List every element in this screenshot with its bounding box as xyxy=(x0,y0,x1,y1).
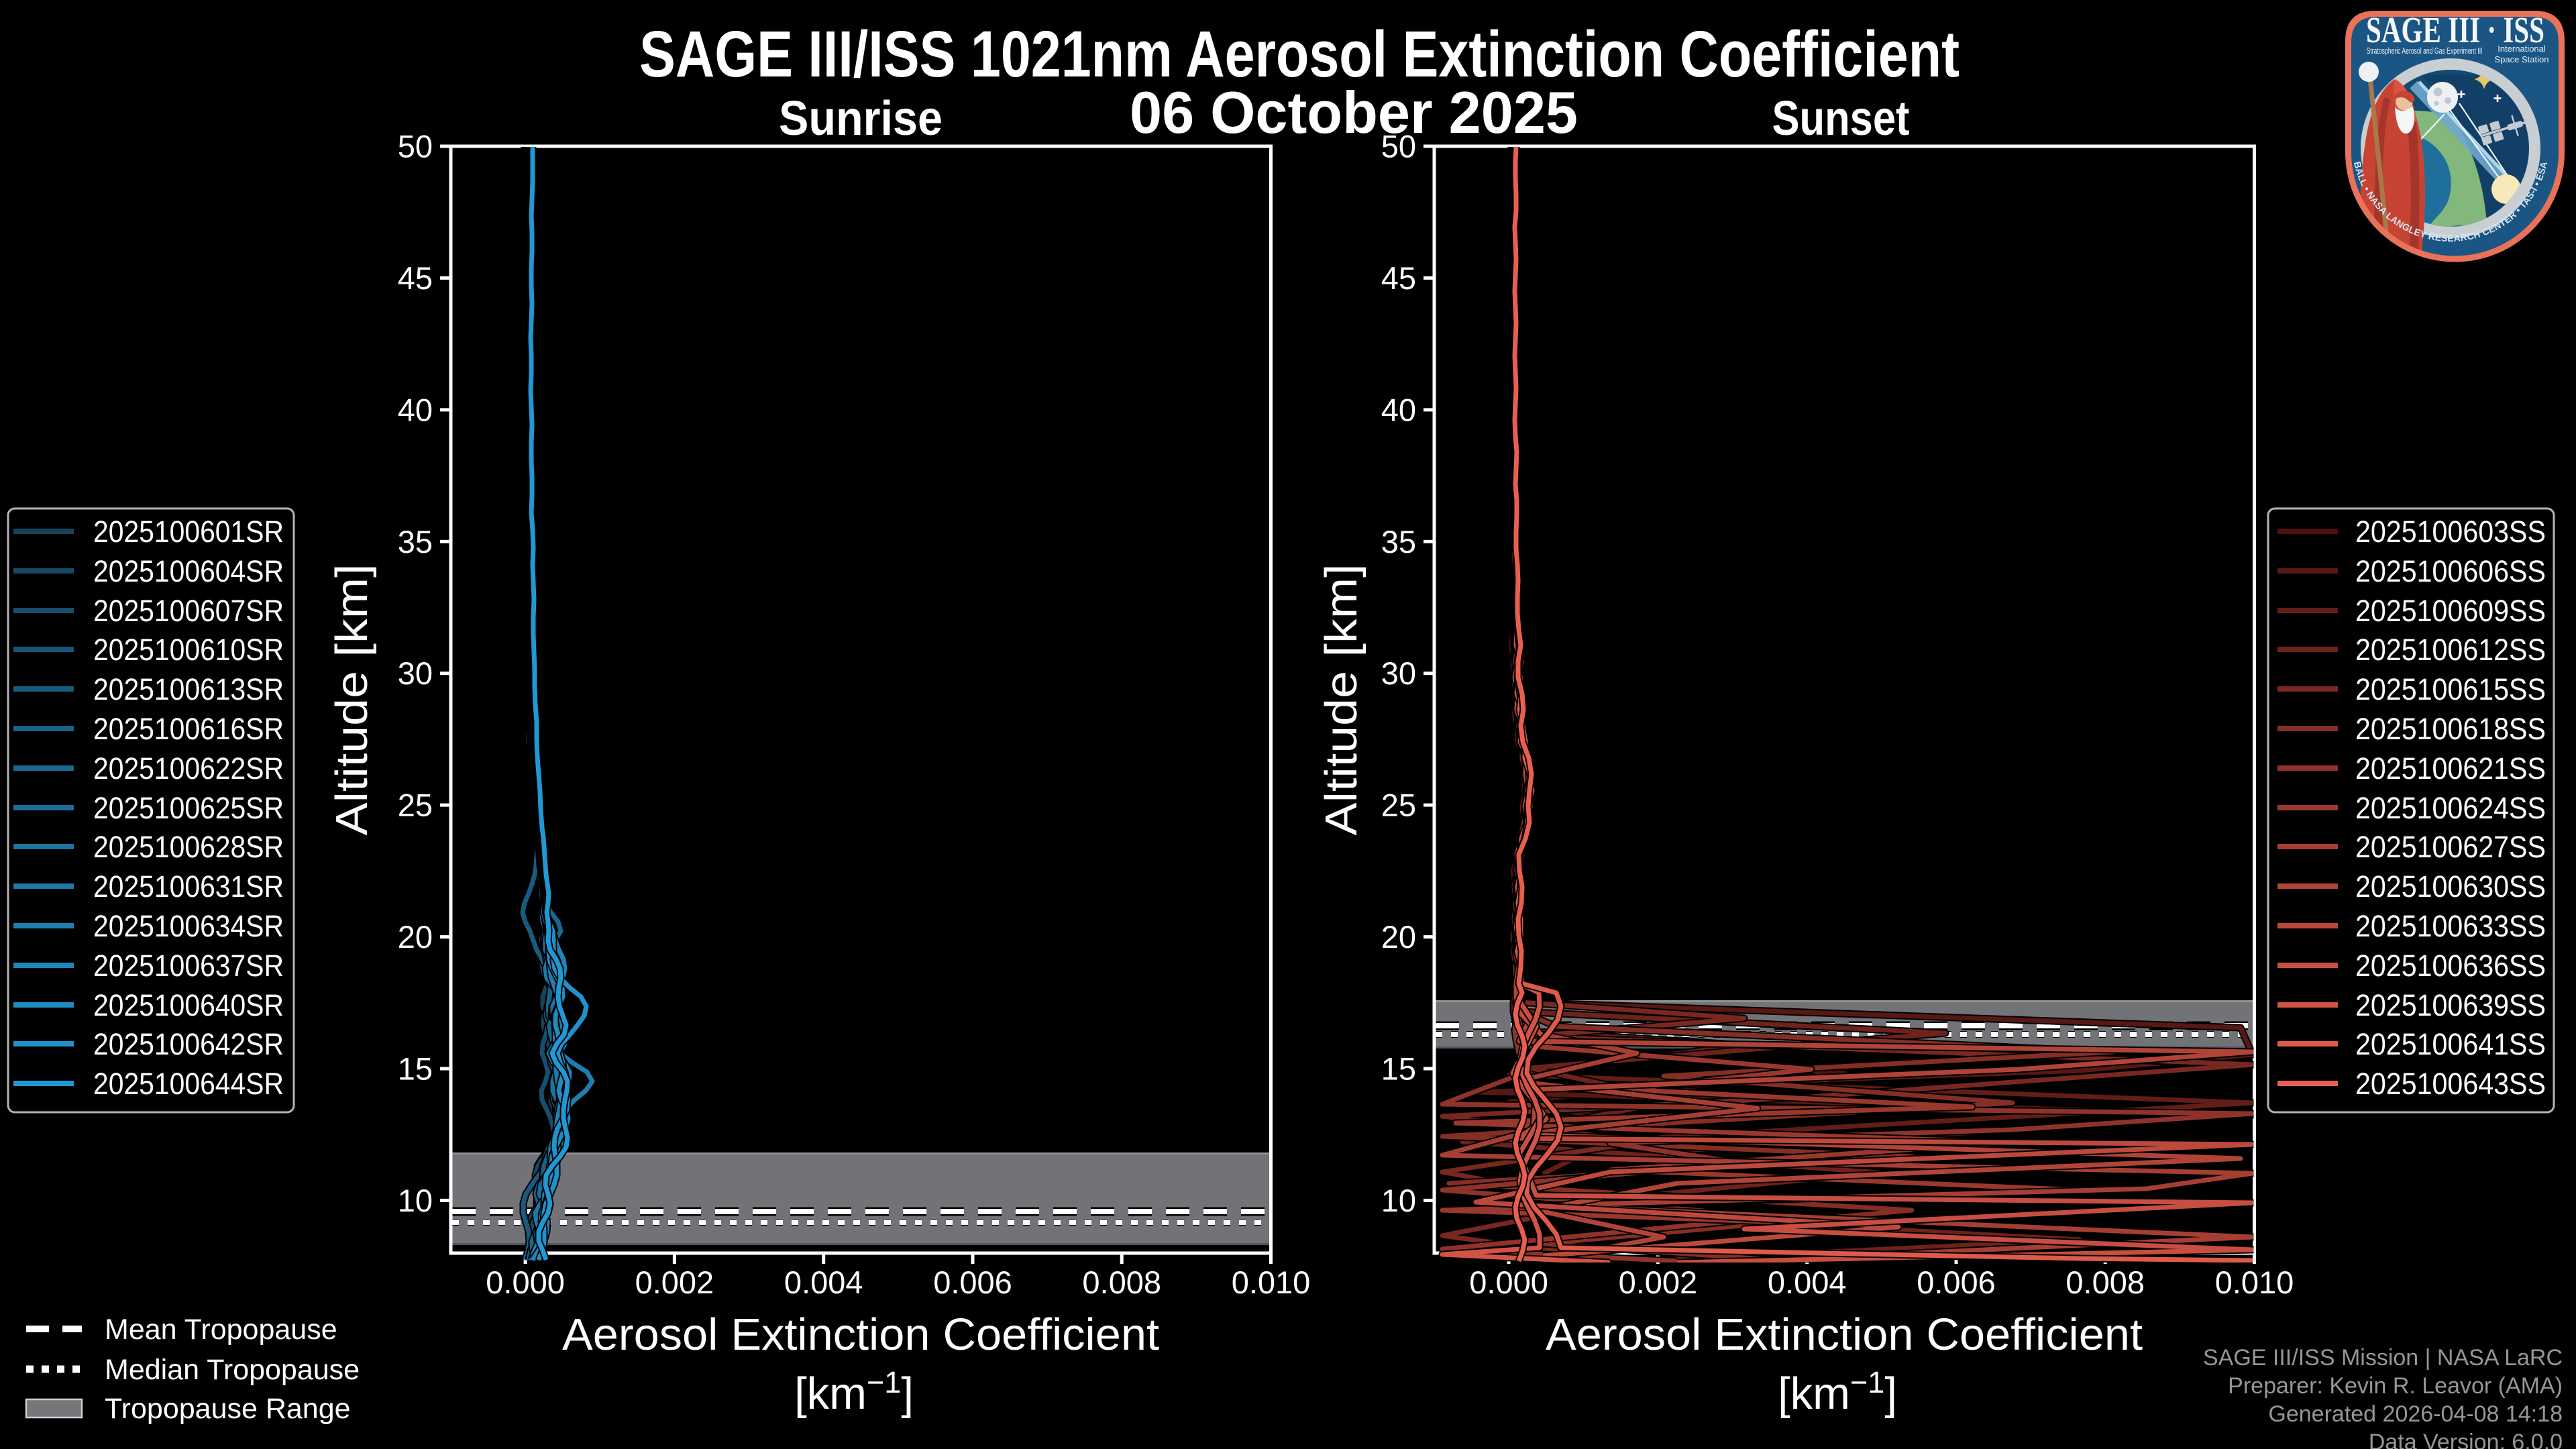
svg-text:2025100643SS: 2025100643SS xyxy=(2355,1067,2546,1101)
svg-text:2025100633SS: 2025100633SS xyxy=(2355,909,2546,943)
svg-text:0.008: 0.008 xyxy=(1082,1265,1161,1300)
svg-text:2025100644SR: 2025100644SR xyxy=(93,1067,284,1101)
svg-text:0.000: 0.000 xyxy=(1469,1265,1548,1300)
svg-text:0.000: 0.000 xyxy=(486,1265,565,1300)
svg-text:35: 35 xyxy=(1381,524,1416,559)
svg-text:2025100631SR: 2025100631SR xyxy=(93,869,284,904)
svg-text:Altitude [km]: Altitude [km] xyxy=(1316,564,1366,836)
svg-text:0.006: 0.006 xyxy=(1917,1265,1996,1300)
svg-text:30: 30 xyxy=(1381,655,1416,691)
svg-text:15: 15 xyxy=(398,1051,433,1087)
svg-text:45: 45 xyxy=(398,260,433,296)
svg-text:Stratospheric Aerosol and Gas: Stratospheric Aerosol and Gas Experiment… xyxy=(2367,46,2483,56)
svg-text:2025100637SR: 2025100637SR xyxy=(93,949,284,983)
svg-text:10: 10 xyxy=(1381,1183,1416,1218)
svg-text:Tropopause Range: Tropopause Range xyxy=(105,1393,351,1425)
svg-text:Preparer: Kevin R. Leavor (AMA: Preparer: Kevin R. Leavor (AMA) xyxy=(2228,1373,2563,1399)
svg-text:0.004: 0.004 xyxy=(1768,1265,1847,1300)
svg-text:SAGE III · ISS: SAGE III · ISS xyxy=(2366,9,2544,50)
svg-text:SAGE III/ISS 1021nm Aerosol Ex: SAGE III/ISS 1021nm Aerosol Extinction C… xyxy=(639,17,1960,91)
svg-text:Data Version: 6.0.0: Data Version: 6.0.0 xyxy=(2369,1430,2563,1449)
svg-text:2025100630SS: 2025100630SS xyxy=(2355,869,2546,904)
svg-text:2025100625SR: 2025100625SR xyxy=(93,791,284,825)
svg-text:2025100640SR: 2025100640SR xyxy=(93,988,284,1022)
svg-text:2025100613SR: 2025100613SR xyxy=(93,672,284,706)
svg-text:15: 15 xyxy=(1381,1051,1416,1087)
svg-text:0.010: 0.010 xyxy=(1232,1265,1311,1300)
svg-text:0.010: 0.010 xyxy=(2215,1265,2294,1300)
svg-text:2025100601SR: 2025100601SR xyxy=(93,515,284,549)
svg-text:2025100616SR: 2025100616SR xyxy=(93,712,284,746)
svg-text:0.002: 0.002 xyxy=(1619,1265,1698,1300)
svg-text:2025100634SR: 2025100634SR xyxy=(93,909,284,943)
svg-text:25: 25 xyxy=(398,788,433,823)
svg-text:Mean Tropopause: Mean Tropopause xyxy=(105,1313,337,1346)
svg-text:10: 10 xyxy=(398,1183,433,1218)
svg-text:0.006: 0.006 xyxy=(933,1265,1012,1300)
svg-text:2025100603SS: 2025100603SS xyxy=(2355,515,2546,549)
svg-text:0.002: 0.002 xyxy=(635,1265,714,1300)
svg-text:Aerosol Extinction Coefficient: Aerosol Extinction Coefficient xyxy=(1546,1309,2143,1360)
svg-text:20: 20 xyxy=(398,919,433,955)
svg-text:2025100628SR: 2025100628SR xyxy=(93,830,284,864)
svg-text:International: International xyxy=(2498,44,2546,54)
svg-text:50: 50 xyxy=(1381,129,1416,164)
svg-text:0.008: 0.008 xyxy=(2065,1265,2145,1300)
svg-text:2025100639SS: 2025100639SS xyxy=(2355,988,2546,1022)
svg-text:2025100621SS: 2025100621SS xyxy=(2355,751,2546,786)
svg-text:Space Station: Space Station xyxy=(2495,54,2549,64)
svg-text:Generated 2026-04-08 14:18: Generated 2026-04-08 14:18 xyxy=(2268,1401,2563,1427)
svg-text:30: 30 xyxy=(398,655,433,691)
svg-text:2025100636SS: 2025100636SS xyxy=(2355,949,2546,983)
svg-text:40: 40 xyxy=(398,392,433,427)
svg-text:06 October 2025: 06 October 2025 xyxy=(1130,79,1578,146)
svg-text:2025100607SR: 2025100607SR xyxy=(93,594,284,628)
svg-text:2025100624SS: 2025100624SS xyxy=(2355,791,2546,825)
svg-text:2025100604SR: 2025100604SR xyxy=(93,554,284,588)
svg-text:2025100618SS: 2025100618SS xyxy=(2355,712,2546,746)
svg-text:2025100622SR: 2025100622SR xyxy=(93,751,284,786)
svg-text:0.004: 0.004 xyxy=(784,1265,863,1300)
svg-text:45: 45 xyxy=(1381,260,1416,296)
svg-text:2025100610SR: 2025100610SR xyxy=(93,633,284,667)
svg-text:Altitude [km]: Altitude [km] xyxy=(327,564,377,836)
svg-text:2025100615SS: 2025100615SS xyxy=(2355,672,2546,706)
svg-text:Median Tropopause: Median Tropopause xyxy=(105,1354,360,1386)
svg-text:40: 40 xyxy=(1381,392,1416,427)
svg-text:2025100612SS: 2025100612SS xyxy=(2355,633,2546,667)
svg-text:Sunrise: Sunrise xyxy=(779,92,943,146)
svg-text:SAGE III/ISS Mission | NASA La: SAGE III/ISS Mission | NASA LaRC xyxy=(2203,1345,2563,1371)
svg-text:35: 35 xyxy=(398,524,433,559)
svg-text:2025100627SS: 2025100627SS xyxy=(2355,830,2546,864)
svg-text:Sunset: Sunset xyxy=(1772,92,1910,146)
svg-text:2025100609SS: 2025100609SS xyxy=(2355,594,2546,628)
svg-text:20: 20 xyxy=(1381,919,1416,955)
svg-text:2025100606SS: 2025100606SS xyxy=(2355,554,2546,588)
svg-text:25: 25 xyxy=(1381,788,1416,823)
svg-text:50: 50 xyxy=(398,129,433,164)
svg-text:Aerosol Extinction Coefficient: Aerosol Extinction Coefficient xyxy=(562,1309,1159,1360)
svg-text:2025100641SS: 2025100641SS xyxy=(2355,1027,2546,1061)
svg-text:2025100642SR: 2025100642SR xyxy=(93,1027,284,1061)
